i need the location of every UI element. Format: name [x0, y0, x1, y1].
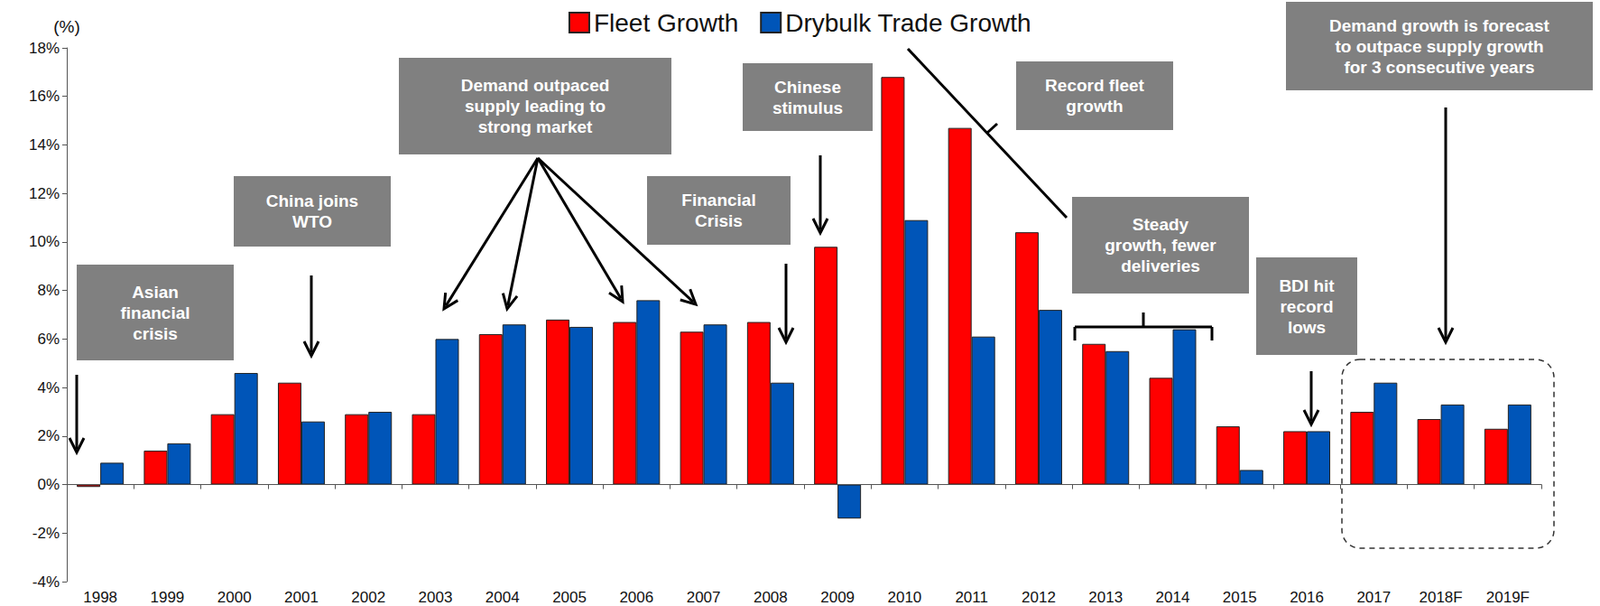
svg-text:10%: 10%: [28, 232, 60, 250]
svg-text:to outpace supply growth: to outpace supply growth: [1334, 36, 1544, 56]
svg-text:2001: 2001: [284, 588, 319, 606]
svg-text:18%: 18%: [28, 39, 60, 57]
svg-text:8%: 8%: [36, 281, 60, 299]
svg-text:16%: 16%: [28, 87, 60, 105]
svg-text:2014: 2014: [1156, 588, 1191, 606]
svg-text:2019F: 2019F: [1486, 588, 1530, 606]
svg-text:Chinese: Chinese: [774, 77, 842, 97]
svg-text:Record fleet: Record fleet: [1045, 75, 1145, 95]
svg-text:Demand outpaced: Demand outpaced: [461, 75, 611, 95]
svg-text:2%: 2%: [36, 426, 60, 444]
svg-text:2009: 2009: [820, 588, 855, 606]
svg-text:Crisis: Crisis: [694, 211, 743, 231]
svg-text:Drybulk Trade Growth: Drybulk Trade Growth: [785, 9, 1031, 37]
svg-text:Asian: Asian: [131, 282, 179, 302]
svg-text:strong market: strong market: [478, 117, 593, 137]
svg-text:12%: 12%: [28, 184, 60, 203]
svg-text:2015: 2015: [1222, 588, 1258, 606]
svg-text:6%: 6%: [36, 330, 60, 348]
svg-text:2017: 2017: [1356, 588, 1391, 606]
svg-text:-4%: -4%: [32, 573, 60, 591]
svg-text:Steady: Steady: [1132, 214, 1190, 234]
svg-text:growth: growth: [1065, 96, 1123, 116]
svg-text:2010: 2010: [887, 588, 922, 606]
svg-text:supply leading to: supply leading to: [464, 96, 606, 116]
svg-text:1999: 1999: [149, 588, 185, 606]
svg-text:2002: 2002: [351, 588, 386, 606]
svg-text:stimulus: stimulus: [772, 98, 843, 118]
svg-text:2003: 2003: [418, 588, 454, 606]
svg-text:2004: 2004: [485, 588, 520, 606]
svg-text:2012: 2012: [1021, 588, 1056, 606]
svg-text:-2%: -2%: [32, 524, 60, 542]
svg-text:2018F: 2018F: [1418, 588, 1462, 606]
svg-text:2016: 2016: [1289, 588, 1324, 606]
svg-text:Demand growth is forecast: Demand growth is forecast: [1329, 16, 1551, 36]
svg-text:WTO: WTO: [292, 212, 333, 232]
svg-text:China joins: China joins: [266, 191, 359, 211]
svg-text:2011: 2011: [954, 588, 989, 606]
svg-text:deliveries: deliveries: [1120, 256, 1201, 276]
svg-text:1998: 1998: [83, 588, 118, 606]
svg-text:4%: 4%: [36, 379, 60, 397]
svg-text:for 3 consecutive years: for 3 consecutive years: [1343, 57, 1535, 77]
svg-text:record: record: [1279, 296, 1333, 316]
svg-text:Fleet Growth: Fleet Growth: [593, 9, 739, 37]
svg-text:2007: 2007: [686, 588, 722, 606]
svg-text:lows: lows: [1287, 317, 1326, 337]
svg-text:2005: 2005: [552, 588, 587, 606]
svg-text:2008: 2008: [753, 588, 788, 606]
svg-text:(%): (%): [53, 17, 81, 37]
svg-text:growth, fewer: growth, fewer: [1104, 235, 1217, 255]
svg-text:crisis: crisis: [132, 323, 178, 343]
svg-text:2013: 2013: [1088, 588, 1123, 606]
svg-text:financial: financial: [120, 303, 190, 323]
svg-text:BDI hit: BDI hit: [1278, 276, 1335, 296]
svg-text:2000: 2000: [217, 588, 252, 606]
svg-text:2006: 2006: [619, 588, 654, 606]
svg-text:14%: 14%: [28, 136, 60, 154]
svg-text:0%: 0%: [36, 475, 60, 493]
svg-text:Financial: Financial: [681, 190, 756, 210]
